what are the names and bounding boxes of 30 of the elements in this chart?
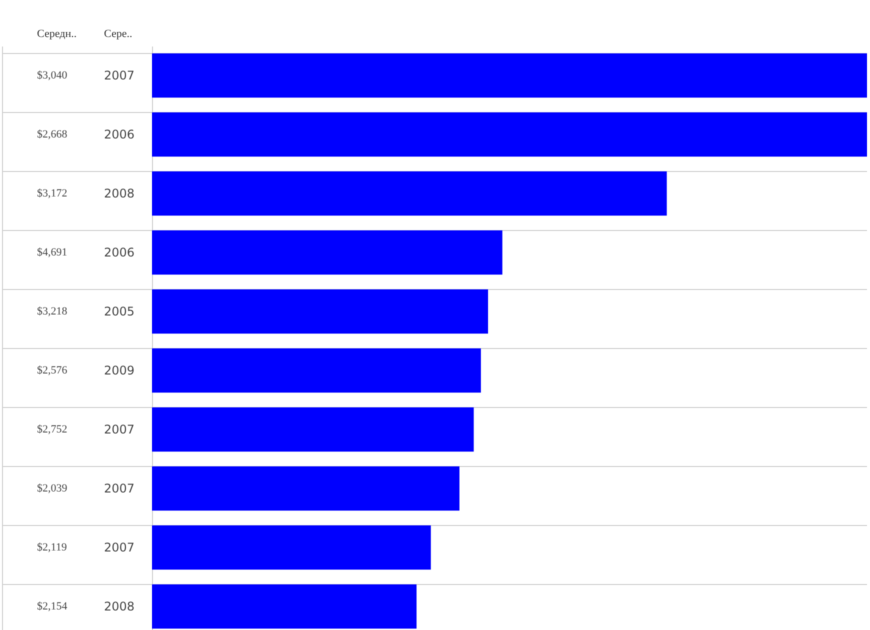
bar: [152, 230, 502, 275]
bar: [152, 407, 474, 452]
text: 2008: [104, 186, 135, 200]
text: $2,119: [37, 542, 68, 554]
text: 2007: [104, 482, 135, 496]
text: $2,576: [37, 364, 68, 376]
text: 2007: [104, 422, 135, 436]
text: Середн..: [37, 28, 77, 40]
text: $2,039: [37, 482, 68, 494]
text: Сере..: [104, 28, 132, 40]
text: $3,172: [37, 188, 68, 200]
text: 2007: [104, 540, 135, 554]
text: $2,752: [37, 424, 68, 436]
text: $2,154: [37, 600, 68, 612]
text: $2,668: [37, 128, 68, 140]
text: 2005: [104, 304, 135, 318]
text: 2007: [104, 68, 135, 82]
bar: [152, 525, 431, 570]
bar: [152, 289, 488, 334]
text: $4,691: [37, 246, 68, 258]
text: 2006: [104, 246, 135, 260]
bar: [152, 348, 481, 393]
text: $3,040: [37, 70, 68, 82]
text: 2008: [104, 600, 135, 614]
text: 2006: [104, 128, 135, 142]
text: $3,218: [37, 306, 68, 318]
text: 2009: [104, 364, 135, 378]
bar: [152, 584, 417, 629]
bar: [152, 171, 667, 216]
bar: [152, 466, 460, 511]
